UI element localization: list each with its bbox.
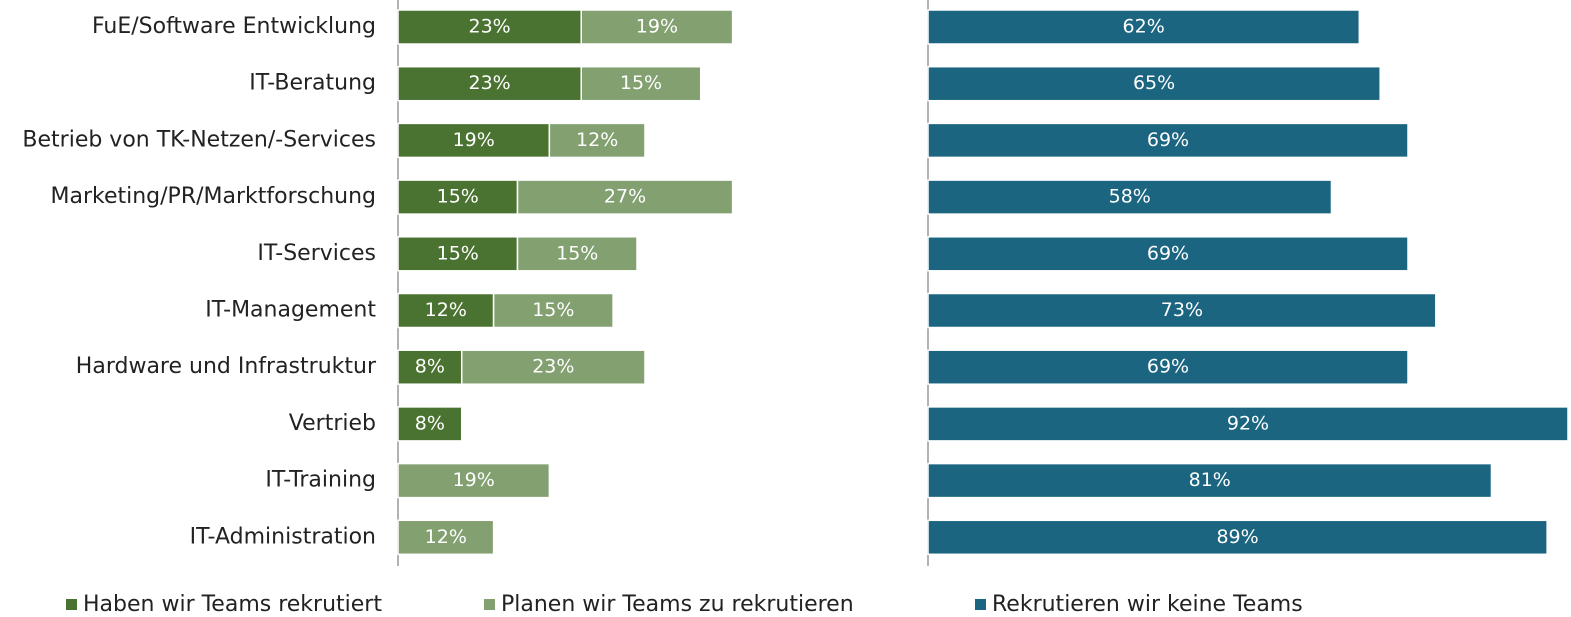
bar <box>927 349 1409 385</box>
bar <box>397 519 495 556</box>
bar <box>397 406 463 442</box>
bar <box>927 292 1437 329</box>
category-label: FuE/Software Entwicklung <box>92 14 376 39</box>
category-label: IT-Management <box>205 298 376 323</box>
legend-label: Haben wir Teams rekrutiert <box>83 592 382 617</box>
value-label: 73% <box>1161 299 1203 321</box>
category-label: Hardware und Infrastruktur <box>76 354 377 379</box>
value-label: 8% <box>415 356 445 378</box>
category-label: IT-Training <box>265 468 376 493</box>
bar <box>397 236 519 272</box>
legend-label: Rekrutieren wir keine Teams <box>992 592 1303 617</box>
bar <box>460 349 646 385</box>
bar <box>580 65 702 102</box>
bar <box>927 179 1333 215</box>
legend-swatch <box>66 599 77 610</box>
bar <box>397 292 495 329</box>
category-label: Vertrieb <box>289 411 376 436</box>
value-label: 15% <box>532 299 574 321</box>
value-label: 62% <box>1123 16 1165 38</box>
value-label: 58% <box>1109 186 1151 208</box>
bar <box>580 9 734 45</box>
value-label: 65% <box>1133 72 1175 94</box>
legend-label: Planen wir Teams zu rekrutieren <box>501 592 854 617</box>
value-label: 89% <box>1216 526 1258 548</box>
bar <box>927 519 1548 556</box>
value-label: 69% <box>1147 356 1189 378</box>
value-label: 23% <box>468 72 510 94</box>
bar <box>516 236 638 272</box>
value-label: 23% <box>532 356 574 378</box>
value-label: 69% <box>1147 129 1189 151</box>
bar <box>927 462 1493 499</box>
bar <box>397 462 551 499</box>
legend-swatch <box>975 599 986 610</box>
bar <box>548 122 646 159</box>
value-label: 15% <box>556 242 598 264</box>
bar <box>397 179 519 215</box>
value-label: 27% <box>604 186 646 208</box>
value-label: 23% <box>468 16 510 38</box>
category-label: Betrieb von TK-Netzen/-Services <box>22 127 376 152</box>
value-label: 19% <box>636 16 678 38</box>
value-label: 12% <box>576 129 618 151</box>
value-label: 69% <box>1147 242 1189 264</box>
value-label: 19% <box>453 129 495 151</box>
bar <box>927 122 1409 159</box>
value-label: 12% <box>425 299 467 321</box>
bar <box>927 65 1381 102</box>
category-label: IT-Beratung <box>249 71 376 96</box>
bar <box>397 65 582 102</box>
bar <box>927 406 1569 442</box>
category-label: Marketing/PR/Marktforschung <box>51 184 377 209</box>
value-label: 19% <box>453 469 495 491</box>
bar <box>516 179 734 215</box>
value-label: 8% <box>415 412 445 434</box>
value-label: 92% <box>1227 412 1269 434</box>
bar <box>927 9 1361 45</box>
value-label: 81% <box>1189 469 1231 491</box>
category-label: IT-Administration <box>190 524 376 549</box>
value-label: 12% <box>425 526 467 548</box>
value-label: 15% <box>620 72 662 94</box>
value-label: 15% <box>437 242 479 264</box>
category-label: IT-Services <box>257 241 376 266</box>
bar <box>492 292 614 329</box>
legend-swatch <box>484 599 495 610</box>
value-label: 15% <box>437 186 479 208</box>
bar <box>927 236 1409 272</box>
